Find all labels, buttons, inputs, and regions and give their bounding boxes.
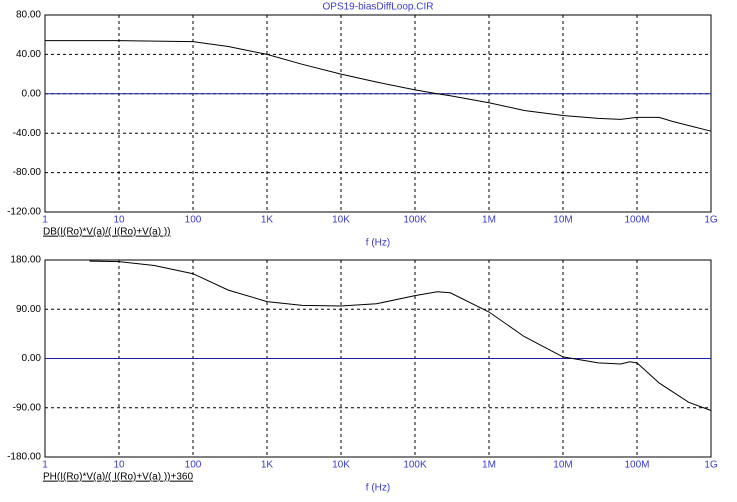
y-tick-label: -90.00 [13,402,42,413]
y-tick-label: 180.00 [10,255,41,266]
x-axis-label: f (Hz) [366,483,390,494]
x-tick-label: 100M [624,215,649,226]
y-tick-label: -120.00 [7,207,41,218]
x-tick-label: 10K [332,215,350,226]
trace-label: DB(I(Ro)*V(a)/( I(Ro)+V(a) )) [43,227,171,238]
x-axis-label: f (Hz) [366,238,390,249]
x-tick-label: 1M [482,460,496,471]
plot-frame [44,14,712,213]
x-tick-label: 100 [185,215,202,226]
x-tick-label: 10 [113,215,125,226]
trace-label: PH(I(Ro)*V(a)/( I(Ro)+V(a) ))+360 [43,472,193,483]
x-tick-label: 1 [42,460,48,471]
chart-title: OPS19-biasDiffLoop.CIR [323,2,434,13]
x-tick-label: 10 [113,460,125,471]
y-tick-label: -180.00 [7,452,41,463]
x-tick-label: 10M [553,460,572,471]
x-tick-label: 1G [704,460,718,471]
x-tick-label: 1K [261,215,274,226]
x-tick-label: 100K [403,215,427,226]
x-tick-label: 10K [332,460,350,471]
x-tick-label: 1K [261,460,274,471]
y-tick-label: 0.00 [22,88,42,99]
x-tick-label: 1 [42,215,48,226]
y-tick-label: -40.00 [13,128,42,139]
x-tick-label: 1G [704,215,718,226]
y-tick-label: 80.00 [16,10,41,21]
x-tick-label: 1M [482,215,496,226]
trace [89,260,712,411]
y-tick-label: 40.00 [16,49,41,60]
x-tick-label: 10M [553,215,572,226]
x-tick-label: 100K [403,460,427,471]
x-tick-label: 100 [185,460,202,471]
y-tick-label: 0.00 [22,353,42,364]
x-tick-label: 100M [624,460,649,471]
y-tick-label: 90.00 [16,304,41,315]
trace [45,40,712,132]
y-tick-label: -80.00 [13,167,42,178]
